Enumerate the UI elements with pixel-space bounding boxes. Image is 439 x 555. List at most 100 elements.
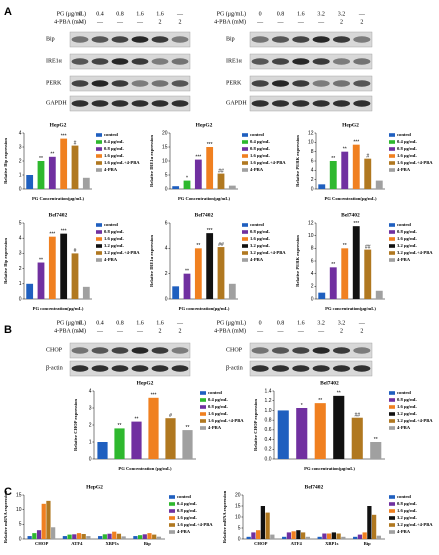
legend-swatch — [169, 502, 175, 506]
y-tick-label: 3 — [19, 144, 22, 150]
y-tick-label: 2 — [19, 266, 22, 272]
significance: *** — [195, 154, 201, 160]
y-tick-label: 1 — [19, 281, 22, 287]
blot-band — [332, 80, 351, 87]
x-tick-label: Bip — [364, 541, 371, 546]
y-tick-label: 20 — [162, 130, 168, 136]
lane-label: 0.8 — [277, 320, 285, 326]
significance: ## — [218, 168, 224, 174]
blot-band — [71, 100, 89, 107]
legend-label: 4-PBA — [250, 257, 264, 262]
legend-swatch — [389, 237, 395, 241]
y-tick-label: 0.8 — [265, 417, 272, 423]
legend-label: 1.6 μg/mL — [208, 411, 228, 416]
x-tick-label: CHOP — [35, 541, 48, 546]
lane-label: 0.4 — [96, 320, 104, 326]
blot-header: PG (μg/mL) — [57, 319, 86, 326]
significance: # — [74, 248, 77, 254]
protein-label: PERK — [226, 80, 242, 86]
bar — [362, 532, 367, 539]
lane-label: 0 — [259, 320, 262, 326]
legend-swatch — [389, 509, 395, 513]
x-axis-label: PG concentration(μg/mL) — [304, 466, 355, 471]
lane-label: — — [317, 328, 325, 334]
blot-band — [91, 100, 109, 107]
y-tick-label: 1 — [89, 439, 92, 445]
y-tick-label: 3 — [89, 405, 92, 411]
blot-band — [292, 80, 310, 87]
chart-title: HepG2 — [196, 122, 213, 128]
legend-swatch — [389, 495, 395, 499]
significance: *** — [151, 393, 157, 399]
bar — [116, 533, 122, 539]
x-axis-label: PG Concentration (μg/mL) — [118, 466, 172, 471]
bar — [353, 536, 358, 539]
significance: # — [366, 153, 369, 159]
bar — [341, 536, 346, 539]
protein-label: IRE1α — [226, 58, 243, 64]
legend-swatch — [389, 426, 395, 430]
legend-swatch — [242, 147, 248, 151]
chart-title: HepG2 — [50, 122, 67, 128]
lane-label: — — [256, 19, 264, 25]
blot-band — [353, 36, 371, 43]
x-tick-label: XBP1s — [325, 541, 338, 546]
legend-swatch — [200, 412, 206, 416]
significance: ** — [343, 146, 347, 152]
y-tick-label: 8 — [311, 246, 314, 252]
legend-label: 3.2 μg/mL — [397, 243, 417, 248]
y-tick-label: 5 — [165, 172, 168, 178]
legend-swatch — [389, 161, 395, 165]
legend-swatch — [389, 168, 395, 172]
bar — [82, 177, 90, 189]
y-tick-label: 15 — [16, 492, 22, 498]
blot-band — [111, 36, 129, 43]
significance: *** — [353, 139, 359, 145]
x-axis-label: PG Concentration(μg/mL) — [325, 196, 377, 201]
bar — [71, 253, 79, 299]
blot-band — [91, 365, 109, 372]
legend-label: 4-PBA — [397, 257, 411, 262]
lane-label: 1.6 — [297, 320, 305, 326]
significance: ## — [354, 413, 360, 419]
y-tick-label: 2 — [311, 177, 314, 183]
bar — [112, 531, 117, 539]
lane-label: 1.6 — [156, 11, 164, 17]
bar — [183, 180, 191, 189]
blot-header: PG (μg/mL) — [217, 10, 246, 17]
blot-band — [151, 36, 169, 43]
significance: * — [186, 175, 188, 181]
significance: *** — [49, 232, 55, 238]
y-axis-label: Relative mRNA expression — [3, 490, 8, 543]
legend-label: 3.2 μg/mL+4-PBA — [397, 418, 433, 423]
lane-label: 2 — [340, 328, 343, 334]
legend-label: 3.2 μg/mL+4-PBA — [250, 250, 286, 255]
blot-band — [292, 58, 310, 65]
blot-strip — [249, 95, 373, 112]
bar — [131, 421, 142, 459]
legend-swatch — [389, 154, 395, 158]
x-tick-label: Bip — [144, 541, 151, 546]
lane-label: 2 — [159, 19, 162, 25]
legend-swatch — [389, 523, 395, 527]
bar — [286, 532, 292, 539]
y-tick-label: 20 — [235, 492, 241, 498]
blot-band — [353, 347, 371, 354]
significance: ** — [185, 268, 189, 274]
x-tick-label: XBP1s — [105, 541, 118, 546]
lane-label: — — [317, 19, 325, 25]
protein-label: GAPDH — [226, 100, 247, 106]
y-tick-label: 8 — [311, 149, 314, 155]
bar — [37, 161, 45, 189]
bar — [329, 267, 337, 299]
blot-band — [131, 58, 149, 65]
legend-swatch — [96, 258, 102, 262]
y-tick-label: 10 — [308, 233, 314, 239]
legend-swatch — [242, 223, 248, 227]
blot-band — [332, 58, 351, 65]
legend-swatch — [389, 502, 395, 506]
blot-band — [353, 365, 371, 372]
protein-label: IRE1α — [46, 58, 63, 64]
